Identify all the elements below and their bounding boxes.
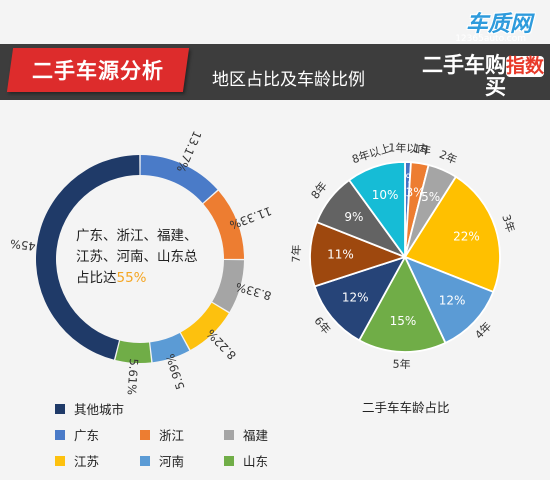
page-subtitle: 地区占比及车龄比例 xyxy=(212,70,365,90)
donut-value-label: 8.22% xyxy=(204,326,239,362)
donut-center-label-prefix: 广东、浙江、福建、江苏、河南、山东总占比达 xyxy=(76,228,198,286)
legend-label: 其他城市 xyxy=(74,402,125,417)
legend-swatch xyxy=(224,455,234,466)
pie-value-label: 10% xyxy=(372,188,399,202)
pie-category-label: 8年以上 xyxy=(350,140,392,166)
pie-category-label: 1年 xyxy=(412,141,432,158)
donut-value-label: 45% xyxy=(9,236,36,253)
pie-slice-6年 xyxy=(313,256,406,342)
pie-value-label: 5% xyxy=(421,190,440,204)
donut-value-label: 13.17% xyxy=(174,129,205,175)
pie-category-label: 3年 xyxy=(499,213,518,234)
legend-item: 福建 xyxy=(224,425,268,444)
logo-main-text: 二手车购买 xyxy=(422,53,506,99)
logo: 车质网 12365auto.com 二手车购买 指数 xyxy=(396,2,546,110)
donut-slice-江苏 xyxy=(180,302,229,350)
legend-item: 山东 xyxy=(224,451,268,470)
pie-category-label: 7年 xyxy=(289,244,304,262)
legend-label: 河南 xyxy=(159,454,185,469)
legend-item: 广东 xyxy=(55,425,99,444)
logo-badge: 指数 xyxy=(506,55,545,77)
donut-slice-其他城市 xyxy=(35,155,140,360)
legend-label: 广东 xyxy=(74,428,100,443)
legend-swatch xyxy=(224,429,234,440)
donut-slice-福建 xyxy=(212,260,244,312)
legend-label: 江苏 xyxy=(74,454,100,469)
pie-value-label: 12% xyxy=(342,291,369,305)
legend-label: 浙江 xyxy=(159,428,185,443)
age-pie-title: 二手车车龄占比 xyxy=(362,400,450,415)
logo-site-name: 车质网 xyxy=(465,12,532,37)
pie-value-label: 22% xyxy=(453,230,480,244)
pie-slice-7年 xyxy=(309,221,406,288)
donut-slice-广东 xyxy=(140,155,218,203)
legend-swatch xyxy=(55,429,65,440)
pie-value-label: 12% xyxy=(439,294,466,308)
pie-category-label: 8年 xyxy=(308,179,330,202)
pie-category-label: 5年 xyxy=(392,357,410,372)
pie-category-label: 6年 xyxy=(311,314,333,337)
legend-label: 福建 xyxy=(243,428,269,443)
pie-value-label: 15% xyxy=(390,314,417,328)
donut-center-label-value: 55% xyxy=(116,270,147,286)
donut-slice-山东 xyxy=(115,340,152,363)
pie-slice-5年 xyxy=(358,256,447,353)
legend-label: 山东 xyxy=(243,454,269,469)
donut-slice-河南 xyxy=(150,332,190,363)
pie-value-label: 9% xyxy=(344,210,363,224)
pie-slice-4年 xyxy=(404,256,495,344)
legend-item: 浙江 xyxy=(140,425,184,444)
legend-swatch xyxy=(55,455,65,466)
legend-swatch xyxy=(140,455,150,466)
donut-value-label: 11.33% xyxy=(228,204,274,233)
legend-item: 其他城市 xyxy=(55,399,124,418)
legend-item: 江苏 xyxy=(55,451,99,470)
donut-value-label: 8.33% xyxy=(234,280,273,303)
donut-center-label: 广东、浙江、福建、江苏、河南、山东总占比达55% xyxy=(76,226,208,289)
logo-domain: 12365auto.com xyxy=(455,34,526,44)
pie-value-label: 11% xyxy=(327,247,354,261)
legend-swatch xyxy=(55,403,65,414)
legend-swatch xyxy=(140,429,150,440)
donut-slice-浙江 xyxy=(203,190,244,259)
pie-slice-8年以上 xyxy=(348,161,406,258)
pie-category-label: 1年以内 xyxy=(388,140,428,155)
donut-value-label: 5.99% xyxy=(163,352,187,391)
pie-slice-3年 xyxy=(404,175,501,293)
legend-item: 河南 xyxy=(140,451,184,470)
donut-value-label: 5.61% xyxy=(125,358,141,395)
pie-category-label: 2年 xyxy=(437,147,459,167)
